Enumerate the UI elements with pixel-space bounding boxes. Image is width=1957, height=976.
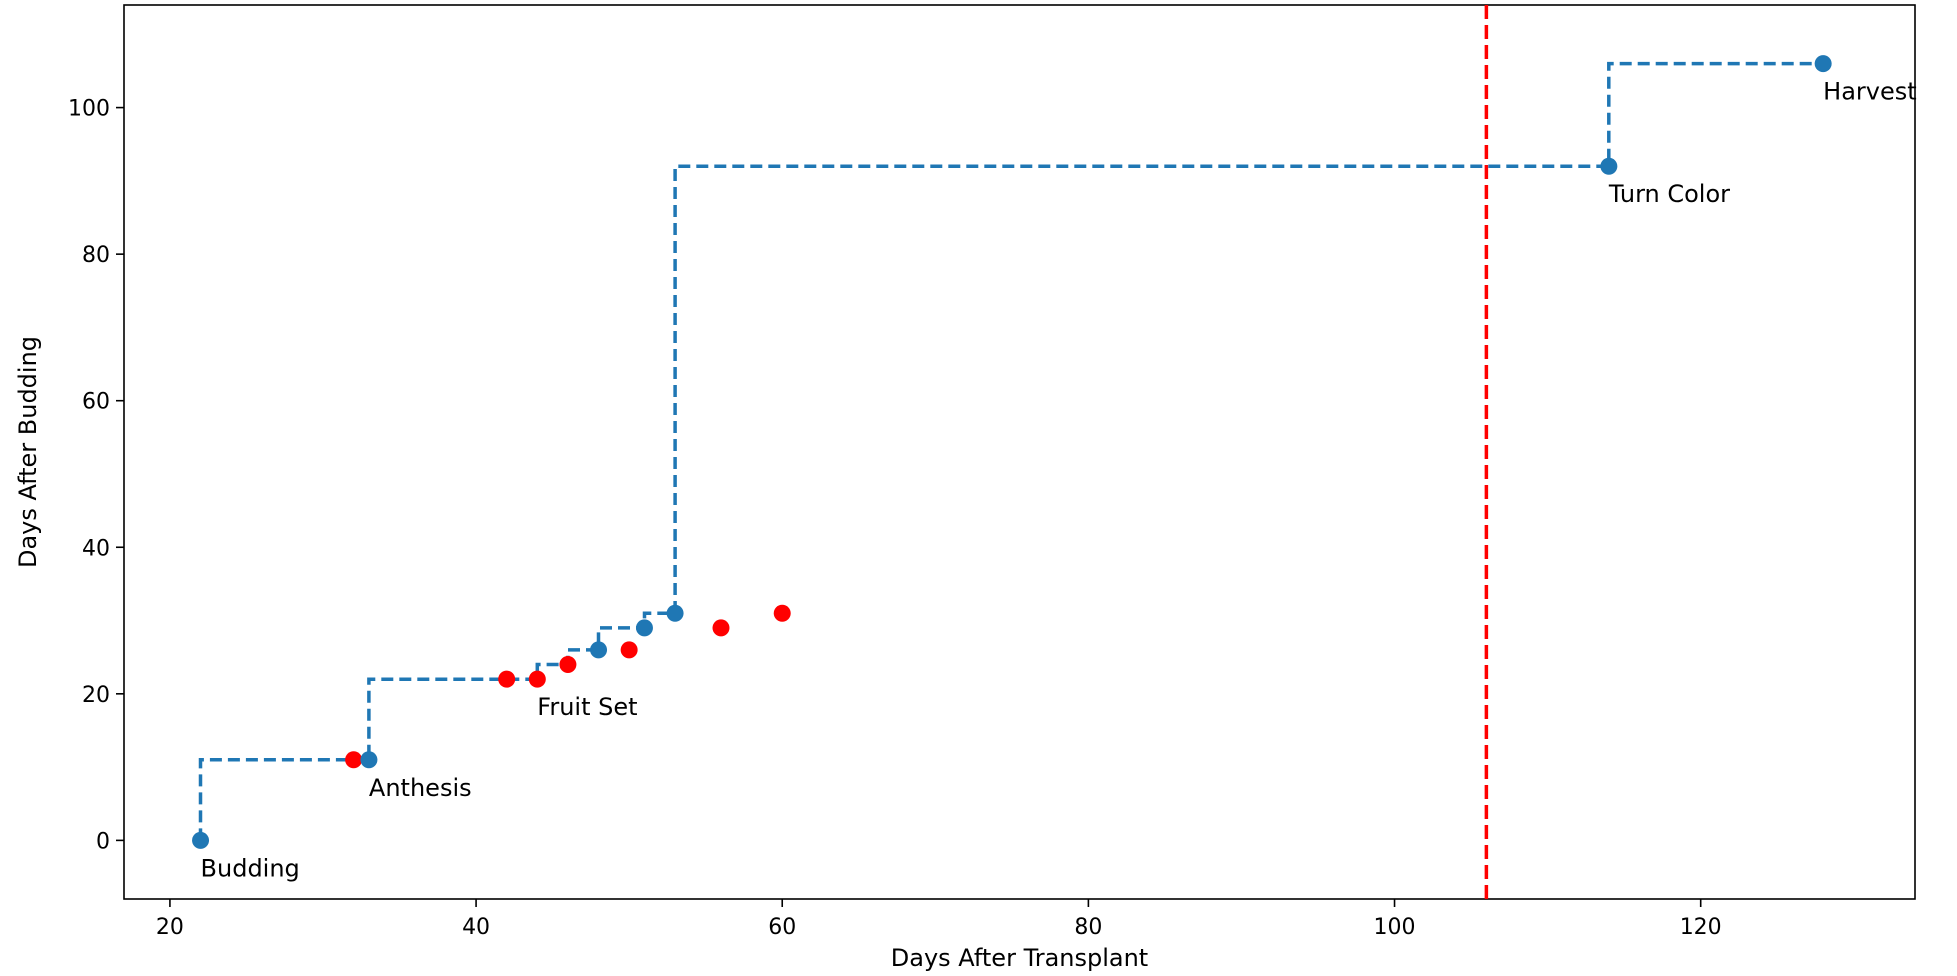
- red-data-point: [345, 751, 363, 769]
- y-axis-ticks: 0 20 40 60 80 100: [68, 97, 124, 854]
- annotation-label: Turn Color: [1608, 180, 1730, 208]
- x-tick-label: 40: [462, 915, 490, 940]
- x-axis-ticks: 20 40 60 80 100 120: [156, 899, 1722, 940]
- y-axis-label: Days After Budding: [14, 336, 42, 568]
- x-tick-label: 80: [1074, 915, 1102, 940]
- stage-data-point: [635, 619, 653, 637]
- annotation-label: Anthesis: [369, 774, 472, 802]
- annotation-layer: Budding Anthesis Fruit Set Turn Color Harves…: [201, 78, 1917, 883]
- stage-data-point: [1814, 55, 1832, 73]
- stage-data-point: [1600, 157, 1618, 175]
- annotation-label: Budding: [201, 854, 300, 882]
- stage-step-line: [198, 61, 1824, 841]
- red-data-point: [498, 670, 516, 688]
- plot-area-frame: [123, 4, 1916, 900]
- series-layer: [192, 5, 1832, 899]
- y-tick-label: 80: [82, 243, 110, 268]
- annotation-label: Harvest: [1823, 78, 1917, 106]
- x-tick-label: 60: [768, 915, 796, 940]
- y-tick-label: 20: [82, 683, 110, 708]
- stage-data-point: [360, 751, 378, 769]
- y-tick-label: 100: [68, 97, 110, 122]
- red-data-point: [620, 641, 638, 659]
- stage-data-point: [192, 831, 210, 849]
- red-data-point: [712, 619, 730, 637]
- red-data-point: [559, 656, 577, 674]
- red-data-point: [528, 670, 546, 688]
- y-tick-label: 40: [82, 536, 110, 561]
- x-tick-label: 20: [156, 915, 184, 940]
- red-data-point: [773, 604, 791, 622]
- x-tick-label: 120: [1680, 915, 1722, 940]
- annotation-label: Fruit Set: [537, 693, 637, 721]
- stage-data-point: [590, 641, 608, 659]
- x-axis-label: Days After Transplant: [891, 944, 1148, 972]
- y-tick-label: 60: [82, 390, 110, 415]
- x-tick-label: 100: [1374, 915, 1416, 940]
- y-tick-label: 0: [96, 829, 110, 854]
- stage-data-point: [666, 604, 684, 622]
